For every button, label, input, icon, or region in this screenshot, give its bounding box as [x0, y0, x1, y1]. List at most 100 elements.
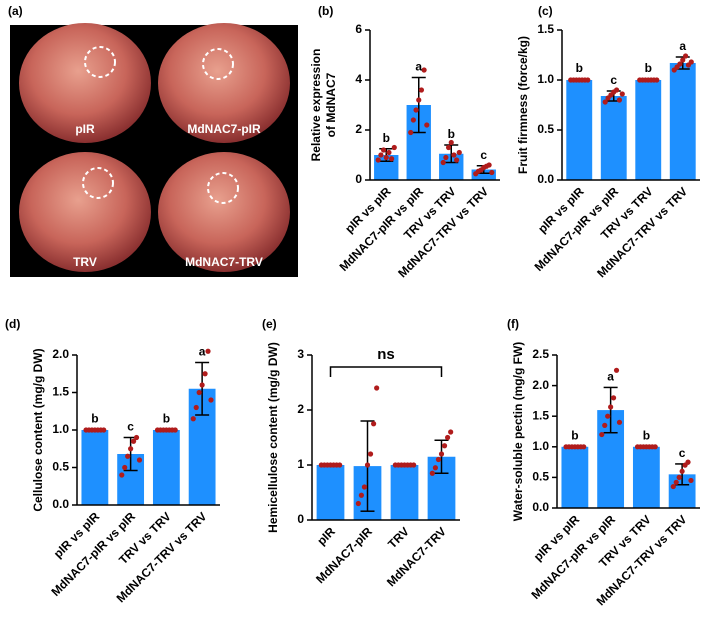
y-tick-label: 6	[355, 22, 362, 36]
data-point	[677, 61, 683, 67]
y-tick-label: 0.0	[52, 497, 69, 511]
y-tick-label: 1.0	[52, 422, 69, 436]
apple: MdNAC7-pIR	[158, 23, 290, 143]
significance-letter: b	[163, 411, 170, 425]
panel-label: (b)	[318, 4, 333, 18]
data-point	[375, 157, 381, 163]
data-point	[424, 122, 430, 128]
data-point	[391, 144, 397, 151]
significance-letter: c	[480, 148, 487, 162]
significance-letter: b	[643, 428, 650, 442]
error-bar	[603, 386, 618, 434]
data-point	[208, 397, 214, 403]
y-axis-label: Relative expression	[309, 49, 323, 162]
significance-letter: b	[576, 61, 583, 75]
data-point	[688, 59, 694, 65]
bar	[600, 96, 627, 180]
data-point	[599, 431, 605, 438]
bar	[635, 80, 662, 180]
data-point	[418, 87, 425, 93]
y-tick-label: 1.0	[537, 72, 554, 86]
apple: TRV	[19, 152, 151, 272]
y-tick-label: 0.5	[537, 122, 554, 136]
bar	[316, 465, 345, 520]
data-point	[202, 371, 208, 377]
data-point	[199, 382, 205, 388]
data-point	[429, 470, 435, 476]
error-bar	[195, 361, 210, 416]
data-point	[355, 500, 361, 507]
panel-label: (a)	[8, 4, 23, 18]
data-point	[378, 152, 384, 158]
x-tick-label: pIR	[314, 524, 338, 548]
data-point	[389, 156, 395, 162]
significance-letter: a	[415, 60, 422, 74]
y-axis-label: Fruit firmness (force/kg)	[516, 36, 530, 174]
data-point	[679, 468, 685, 474]
data-point	[581, 444, 587, 450]
y-tick-label: 0.0	[537, 172, 554, 186]
data-point	[608, 404, 614, 410]
data-point	[411, 462, 417, 468]
significance-letter: b	[383, 131, 390, 145]
y-tick-label: 2	[355, 122, 362, 136]
data-point	[680, 57, 686, 63]
y-axis-label: Water-soluble pectin (mg/g FW)	[511, 342, 525, 522]
y-axis-label: Hemicellulose content (mg/g DW)	[266, 342, 280, 533]
significance-bracket	[329, 366, 443, 377]
data-point	[410, 117, 416, 123]
data-point	[172, 427, 178, 433]
y-tick-label: 1.0	[532, 439, 549, 453]
data-point	[380, 147, 387, 153]
bar	[152, 430, 180, 505]
panel-label: (c)	[538, 4, 553, 18]
y-tick-label: 1.5	[52, 385, 69, 399]
data-point	[489, 169, 495, 176]
data-point	[451, 152, 457, 158]
significance-letter: b	[91, 411, 98, 425]
bar	[561, 446, 589, 508]
y-tick-label: 0.5	[52, 460, 69, 474]
y-tick-label: 1.5	[537, 22, 554, 36]
data-point	[421, 67, 427, 73]
data-point	[448, 429, 454, 435]
data-point	[676, 474, 682, 480]
panel-label: (e)	[262, 317, 277, 331]
significance-letter: b	[571, 428, 578, 442]
significance-letter: b	[645, 61, 652, 75]
significance-letter: a	[199, 345, 206, 359]
data-point	[441, 443, 448, 449]
data-point	[673, 479, 679, 485]
significance-letter: c	[127, 420, 134, 434]
data-point	[454, 157, 460, 163]
data-point	[654, 77, 660, 83]
bar	[390, 465, 419, 520]
photo-caption: MdNAC7-pIR	[187, 122, 261, 136]
data-point	[122, 464, 128, 471]
data-point	[602, 422, 608, 428]
panel-label: (f)	[507, 317, 519, 331]
data-point	[416, 97, 422, 103]
data-point	[101, 427, 107, 433]
y-axis-label: Cellulose content (mg/g DW)	[31, 348, 45, 511]
data-point	[616, 97, 623, 103]
y-tick-label: 2.0	[532, 378, 549, 392]
y-tick-label: 0	[297, 512, 304, 526]
significance-letter: c	[610, 73, 617, 87]
data-point	[383, 154, 389, 161]
y-tick-label: 4	[355, 72, 362, 86]
y-tick-label: 2	[297, 402, 304, 416]
data-point	[361, 484, 368, 490]
data-point	[443, 154, 449, 161]
y-tick-label: 1	[297, 457, 304, 471]
data-point	[133, 434, 140, 441]
y-tick-label: 1.5	[532, 408, 549, 422]
data-point	[386, 149, 392, 156]
data-point	[196, 389, 202, 396]
error-bar	[434, 439, 449, 474]
data-point	[670, 483, 676, 490]
data-point	[613, 87, 620, 93]
data-point	[364, 462, 371, 468]
apple: pIR	[19, 23, 151, 143]
data-point	[448, 139, 454, 146]
